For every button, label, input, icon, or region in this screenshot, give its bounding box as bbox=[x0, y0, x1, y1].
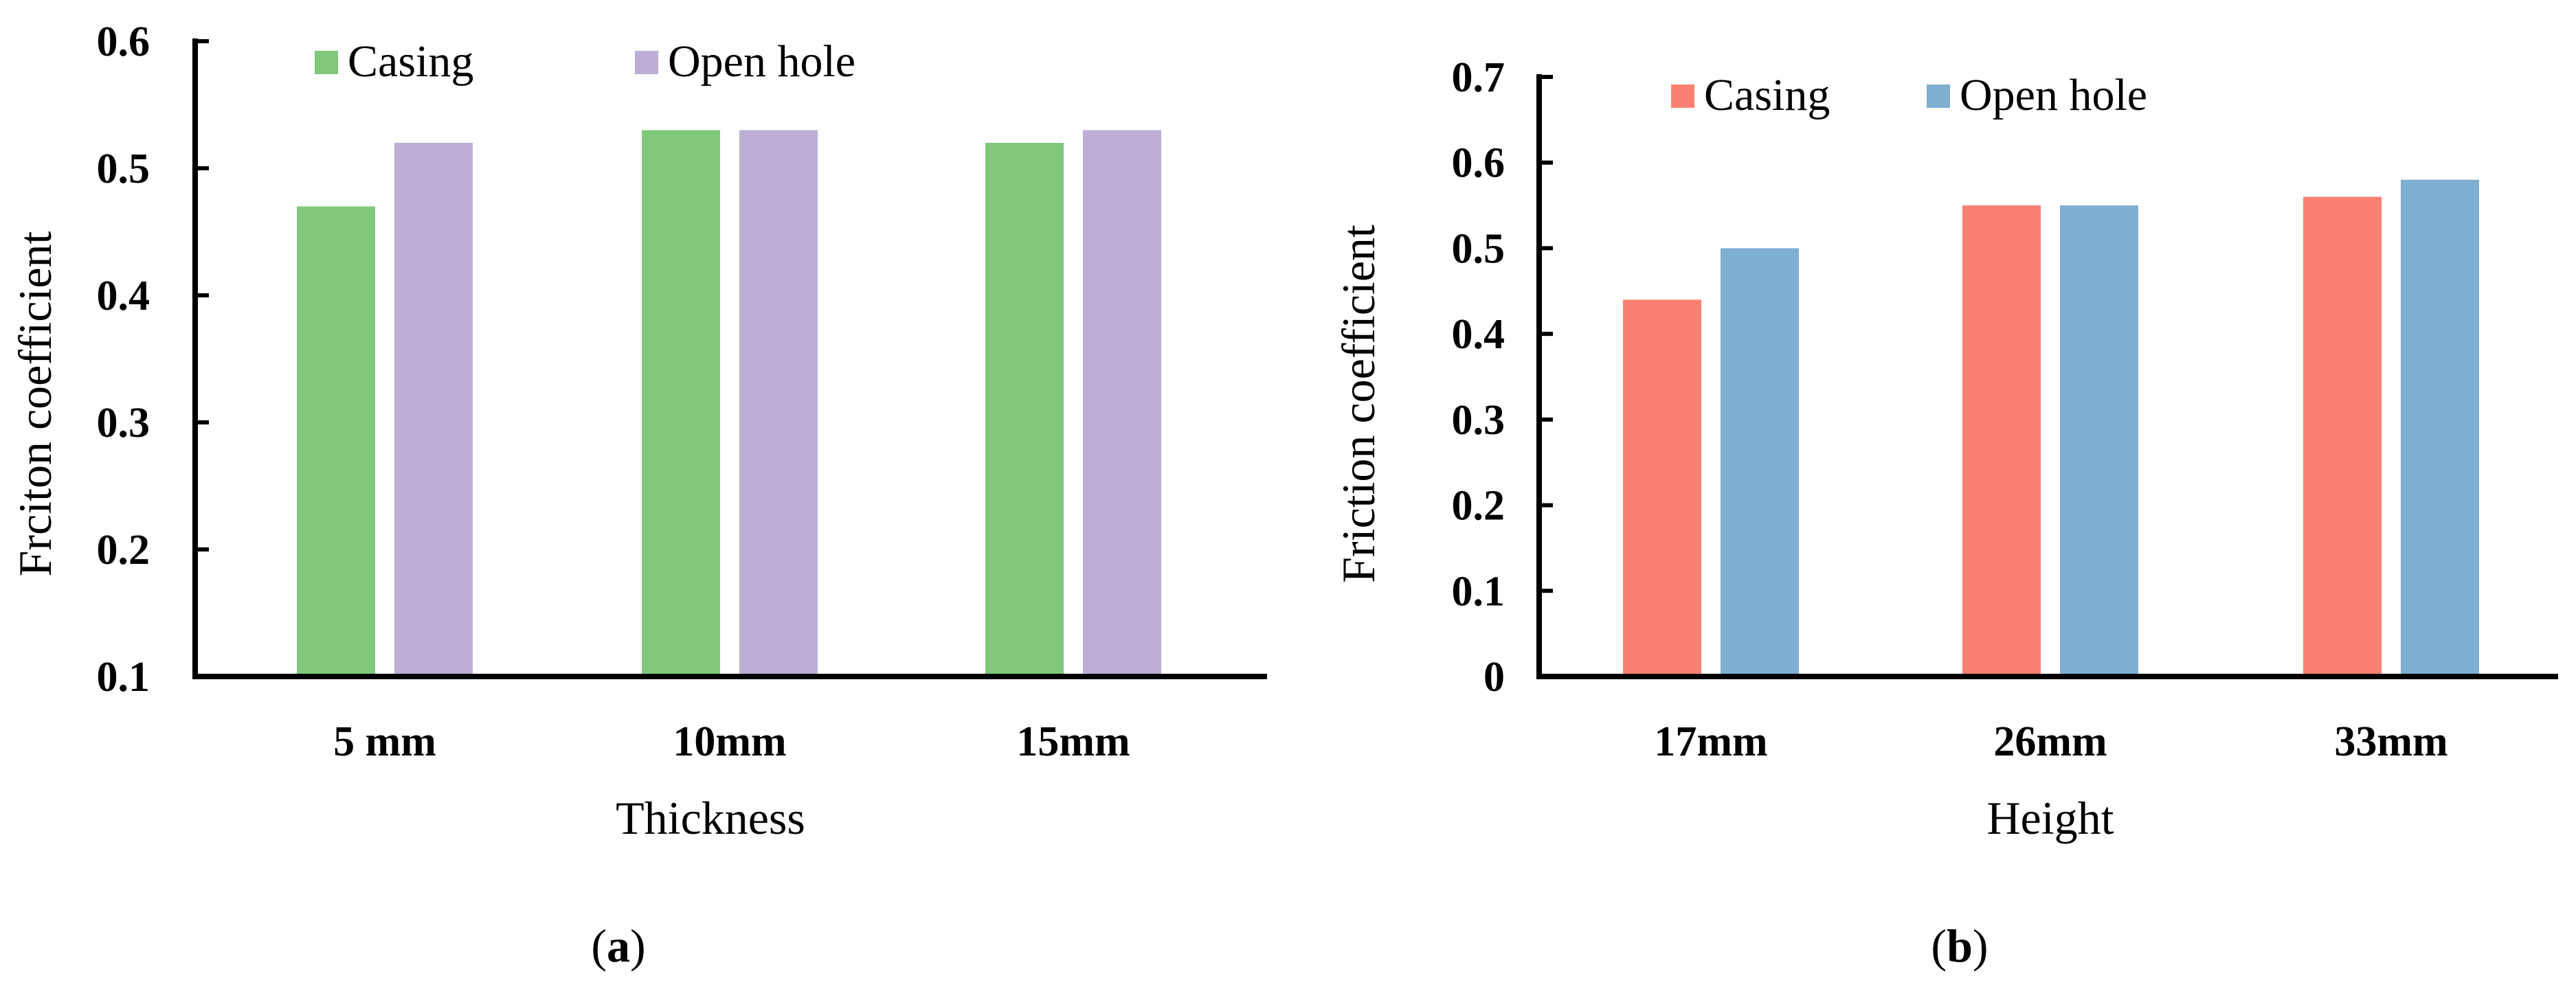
chart-b-x-tick-label: 17mm bbox=[1654, 718, 1767, 765]
chart-a-bar-casing-2 bbox=[642, 130, 720, 677]
chart-b-bar-casing-3 bbox=[2303, 196, 2382, 677]
chart-b-y-tick-label: 0.3 bbox=[1452, 397, 1505, 444]
chart-b-bars bbox=[1623, 179, 2479, 677]
chart-a-bar-open-hole-1 bbox=[394, 143, 473, 677]
chart-a-bar-open-hole-3 bbox=[1083, 130, 1161, 677]
chart-b-bar-casing-1 bbox=[1623, 299, 1701, 677]
chart-a-xticks: 5 mm 10mm 15mm bbox=[333, 718, 1130, 765]
chart-a-x-tick-label: 5 mm bbox=[333, 718, 436, 765]
chart-b-yticks: 0 0.1 0.2 0.3 0.4 0.5 0.6 0.7 bbox=[1452, 54, 1553, 701]
chart-b-y-tick-label: 0.6 bbox=[1452, 140, 1505, 187]
chart-a-legend-label-open-hole: Open hole bbox=[668, 36, 855, 87]
chart-a-legend: Casing Open hole bbox=[315, 36, 855, 87]
chart-b-legend-label-casing: Casing bbox=[1704, 70, 1830, 120]
chart-a-y-axis-title: Frciton coefficient bbox=[9, 231, 61, 576]
chart-b-legend-swatch-casing bbox=[1671, 84, 1694, 108]
chart-b-legend-swatch-open-hole bbox=[1927, 84, 1950, 108]
chart-b-bar-open-hole-3 bbox=[2401, 179, 2479, 677]
chart-a-legend-label-casing: Casing bbox=[348, 36, 473, 87]
chart-a-y-tick-label: 0.1 bbox=[97, 654, 150, 701]
chart-a-y-tick-label: 0.2 bbox=[97, 527, 150, 573]
chart-b-y-tick-label: 0.5 bbox=[1452, 225, 1505, 272]
chart-a-legend-swatch-open-hole bbox=[635, 51, 658, 74]
chart-a-y-tick-label: 0.5 bbox=[97, 146, 150, 192]
chart-a-x-tick-label: 15mm bbox=[1016, 718, 1130, 765]
chart-b-y-tick-label: 0.1 bbox=[1452, 568, 1505, 615]
chart-b-y-tick-label: 0.2 bbox=[1452, 483, 1505, 530]
chart-a-panel-label: (a) bbox=[591, 920, 645, 972]
chart-a-y-tick-label: 0.4 bbox=[97, 273, 150, 319]
chart-a-legend-swatch-casing bbox=[315, 51, 338, 74]
chart-b-axes bbox=[1536, 74, 2558, 679]
chart-a: 0.1 0.2 0.3 0.4 0.5 0.6 5 mm 10mm 15mm Casing O… bbox=[9, 19, 1267, 972]
chart-a-y-tick-label: 0.6 bbox=[97, 19, 150, 65]
chart-a-bars bbox=[297, 130, 1161, 677]
chart-a-x-tick-label: 10mm bbox=[673, 718, 786, 765]
chart-b-legend: Casing Open hole bbox=[1671, 70, 2147, 120]
chart-b-x-tick-label: 26mm bbox=[1993, 718, 2107, 765]
chart-b-y-axis-title: Friction coefficient bbox=[1332, 225, 1385, 583]
chart-b-xticks: 17mm 26mm 33mm bbox=[1654, 718, 2448, 765]
chart-a-bar-open-hole-2 bbox=[739, 130, 818, 677]
chart-b-bar-open-hole-1 bbox=[1721, 248, 1799, 677]
chart-b-x-tick-label: 33mm bbox=[2334, 718, 2448, 765]
chart-a-bar-casing-3 bbox=[985, 143, 1064, 677]
chart-a-x-axis-title: Thickness bbox=[616, 792, 805, 844]
chart-b-legend-label-open-hole: Open hole bbox=[1960, 70, 2147, 120]
chart-b-bar-casing-2 bbox=[1962, 205, 2041, 677]
chart-b-x-axis-title: Height bbox=[1986, 792, 2114, 844]
chart-a-axes bbox=[192, 38, 1267, 679]
chart-a-yticks: 0.1 0.2 0.3 0.4 0.5 0.6 bbox=[97, 19, 209, 701]
chart-a-y-tick-label: 0.3 bbox=[97, 400, 150, 446]
chart-b-y-tick-label: 0 bbox=[1483, 654, 1505, 701]
chart-b-panel-label: (b) bbox=[1931, 920, 1988, 972]
chart-b-bar-open-hole-2 bbox=[2060, 205, 2138, 677]
chart-a-bar-casing-1 bbox=[297, 206, 375, 677]
chart-b-y-tick-label: 0.4 bbox=[1452, 311, 1505, 358]
chart-b: 0 0.1 0.2 0.3 0.4 0.5 0.6 0.7 17mm 26mm 33mm Casi… bbox=[1332, 54, 2558, 972]
chart-b-y-tick-label: 0.7 bbox=[1452, 54, 1505, 101]
